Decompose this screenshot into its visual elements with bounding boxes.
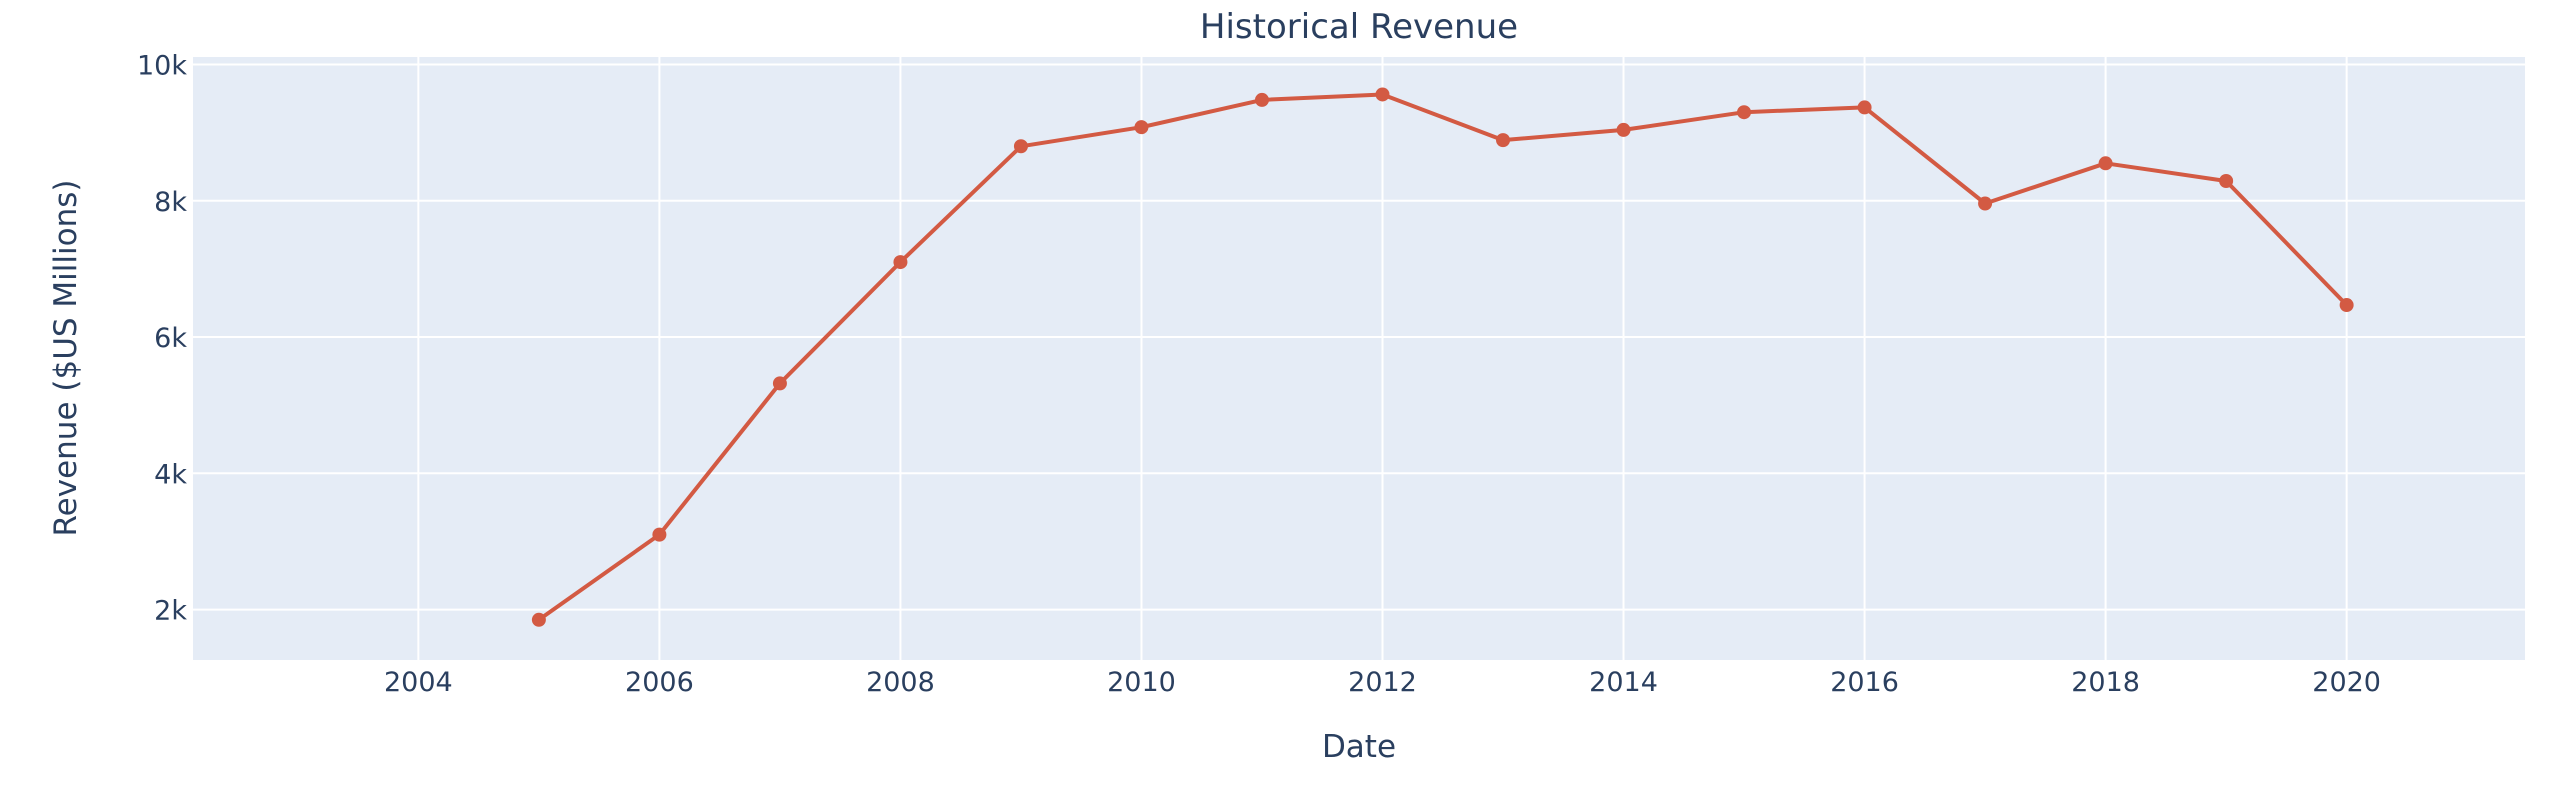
x-tick-label: 2018 xyxy=(2071,667,2140,698)
data-point-marker xyxy=(531,612,546,627)
y-tick-label: 6k xyxy=(154,323,187,354)
x-tick-label: 2020 xyxy=(2312,667,2381,698)
data-point-marker xyxy=(1737,105,1752,120)
x-tick-label: 2012 xyxy=(1348,667,1417,698)
x-tick-label: 2016 xyxy=(1830,667,1899,698)
chart-title: Historical Revenue xyxy=(1200,7,1518,47)
data-point-marker xyxy=(772,376,787,391)
data-point-marker xyxy=(1857,100,1872,115)
data-point-marker xyxy=(2339,298,2354,313)
data-point-marker xyxy=(1134,120,1149,135)
y-tick-label: 4k xyxy=(154,459,187,490)
data-point-marker xyxy=(1978,196,1993,211)
data-point-marker xyxy=(1375,87,1390,102)
data-point-marker xyxy=(1013,139,1028,154)
revenue-series-markers xyxy=(531,87,2354,627)
data-point-marker xyxy=(1496,133,1511,148)
x-tick-label: 2014 xyxy=(1589,667,1658,698)
y-tick-label: 10k xyxy=(137,50,187,81)
data-point-marker xyxy=(1616,122,1631,137)
x-tick-label: 2008 xyxy=(866,667,935,698)
y-axis-title: Revenue ($US Millions) xyxy=(48,180,84,537)
plot-area xyxy=(193,57,2525,660)
data-point-marker xyxy=(652,527,667,542)
revenue-series-line xyxy=(536,92,2349,622)
x-tick-label: 2006 xyxy=(625,667,694,698)
x-tick-label: 2010 xyxy=(1107,667,1176,698)
y-tick-labels: 2k 4k 6k 8k 10k xyxy=(137,50,187,626)
data-point-marker xyxy=(1254,92,1269,107)
data-point-marker xyxy=(2098,156,2113,171)
gridlines xyxy=(193,57,2525,660)
x-tick-labels: 2004 2006 2008 2010 2012 2014 2016 2018 2020 xyxy=(384,667,2381,698)
x-tick-label: 2004 xyxy=(384,667,453,698)
data-point-marker xyxy=(893,255,908,270)
x-axis-title: Date xyxy=(1322,729,1396,765)
data-point-marker xyxy=(2219,174,2234,189)
y-tick-label: 8k xyxy=(154,187,187,218)
y-tick-label: 2k xyxy=(154,596,187,627)
